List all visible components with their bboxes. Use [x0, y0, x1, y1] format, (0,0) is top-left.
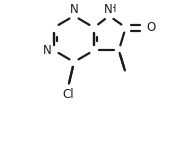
Text: N: N	[70, 3, 78, 16]
Text: N: N	[103, 3, 112, 16]
Text: N: N	[43, 44, 52, 57]
Text: Cl: Cl	[62, 88, 74, 101]
Text: H: H	[109, 4, 116, 14]
Text: O: O	[146, 21, 155, 34]
